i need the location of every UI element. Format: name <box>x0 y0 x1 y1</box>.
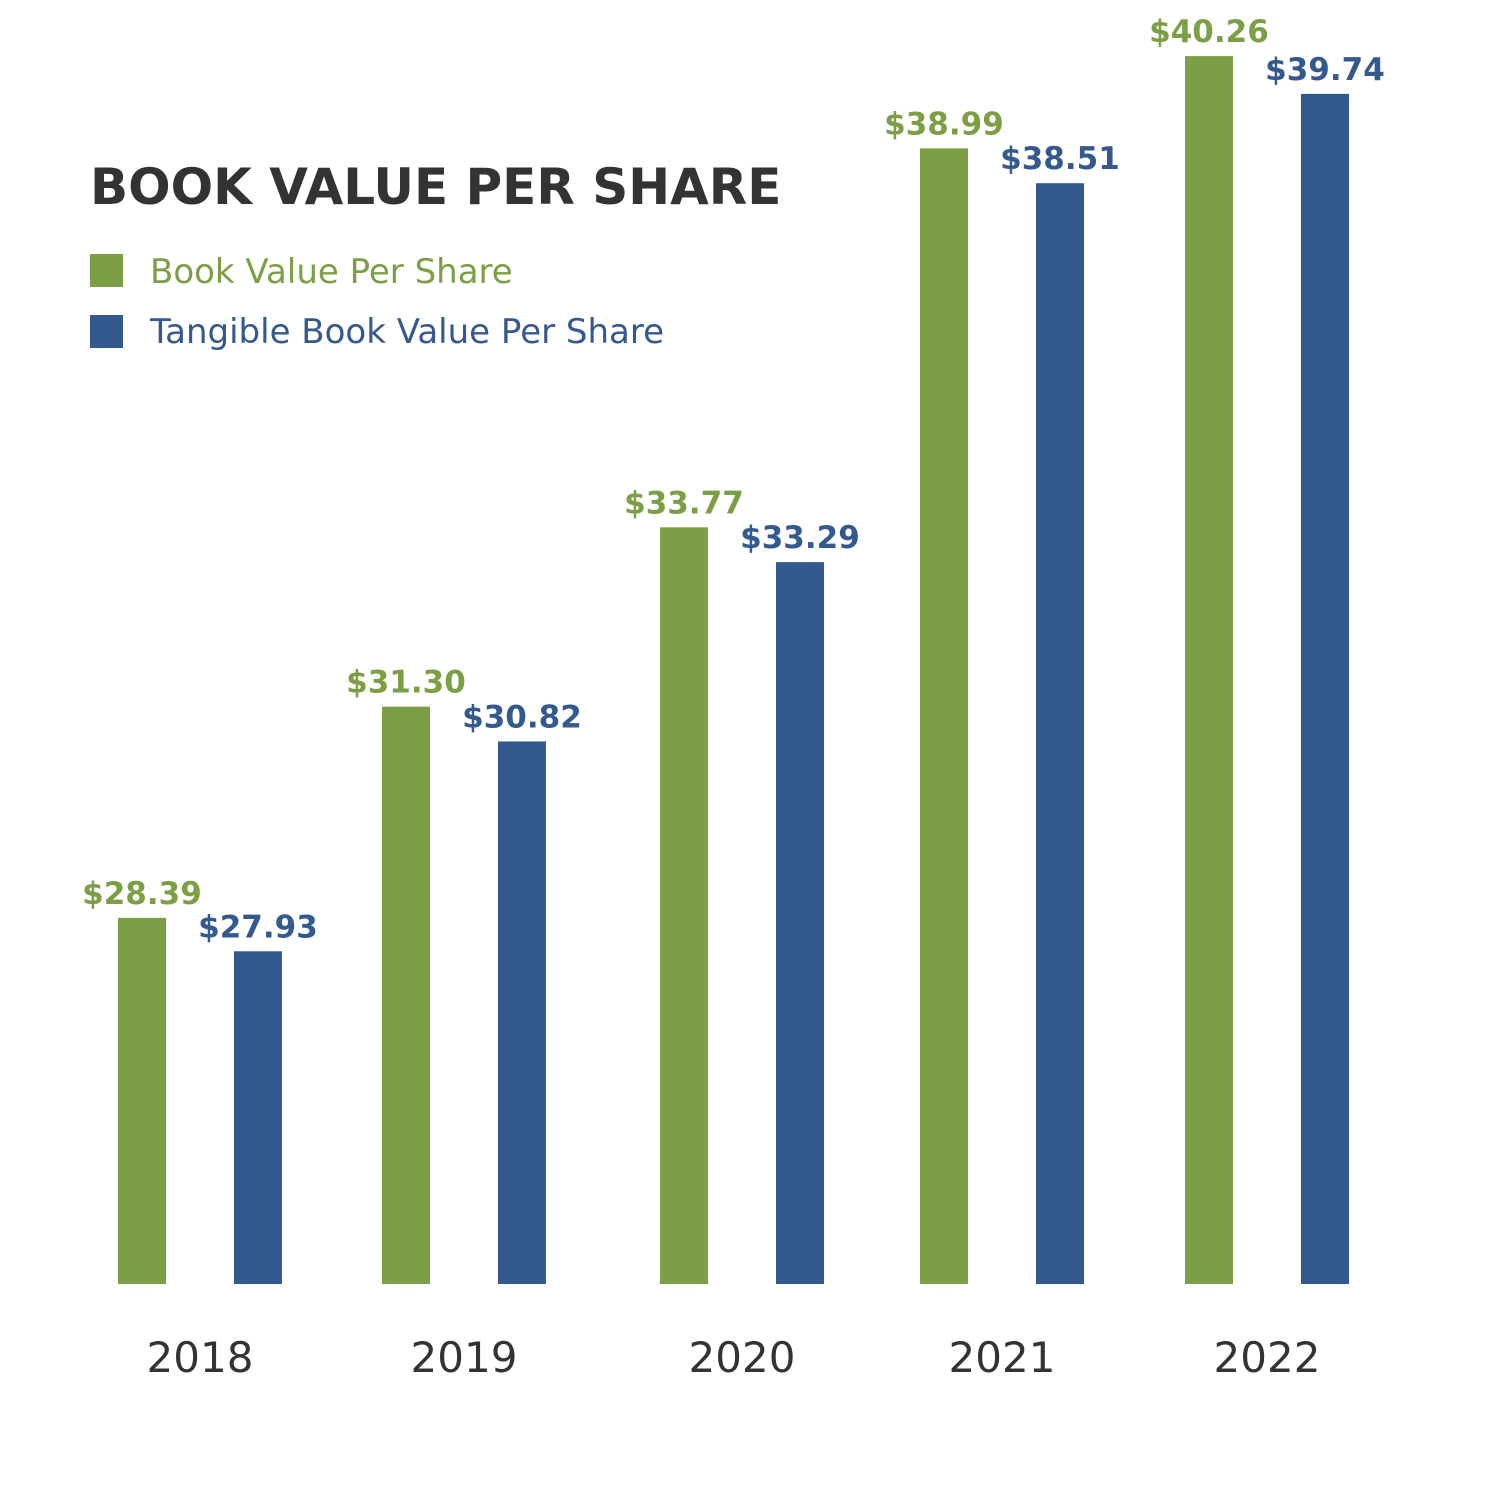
x-tick-label-2018: 2018 <box>147 1333 254 1382</box>
value-label-tangible-book-value-2021: $38.51 <box>1000 141 1120 177</box>
bar-book-value-2021 <box>920 148 968 1284</box>
x-tick-label-2021: 2021 <box>949 1333 1056 1382</box>
value-label-book-value-2021: $38.99 <box>884 106 1004 142</box>
x-tick-label-2019: 2019 <box>411 1333 518 1382</box>
legend-swatch-tangible-book-value <box>90 315 123 348</box>
value-label-tangible-book-value-2018: $27.93 <box>198 909 318 945</box>
value-label-book-value-2018: $28.39 <box>82 876 202 912</box>
bar-tangible-book-value-2022 <box>1301 93 1349 1285</box>
bar-book-value-2022 <box>1185 56 1233 1284</box>
x-tick-label-2022: 2022 <box>1214 1333 1321 1382</box>
bars-group <box>118 56 1349 1285</box>
x-tick-label-2020: 2020 <box>689 1333 796 1382</box>
value-label-tangible-book-value-2020: $33.29 <box>740 520 860 556</box>
bar-book-value-2018 <box>118 917 166 1284</box>
legend-swatch-book-value <box>90 254 123 287</box>
x-axis-ticks: 2018 2019 2020 2021 2022 <box>147 1333 1321 1382</box>
bar-tangible-book-value-2021 <box>1036 183 1084 1285</box>
legend-label-tangible-book-value: Tangible Book Value Per Share <box>149 312 664 352</box>
value-label-tangible-book-value-2019: $30.82 <box>462 699 582 735</box>
bar-book-value-2019 <box>382 706 430 1284</box>
value-label-book-value-2019: $31.30 <box>346 665 466 701</box>
chart-title: BOOK VALUE PER SHARE <box>90 158 781 216</box>
bar-tangible-book-value-2020 <box>776 562 824 1284</box>
legend-label-book-value: Book Value Per Share <box>150 252 513 292</box>
value-labels-group: $28.39$27.93 $31.30$30.82 $33.77$33.29 $38.… <box>82 14 1385 945</box>
bar-tangible-book-value-2019 <box>498 741 546 1284</box>
value-label-book-value-2020: $33.77 <box>624 485 744 521</box>
bar-tangible-book-value-2018 <box>234 951 282 1284</box>
bar-book-value-2020 <box>660 527 708 1284</box>
value-label-tangible-book-value-2022: $39.74 <box>1265 52 1385 88</box>
value-label-book-value-2022: $40.26 <box>1149 14 1269 50</box>
